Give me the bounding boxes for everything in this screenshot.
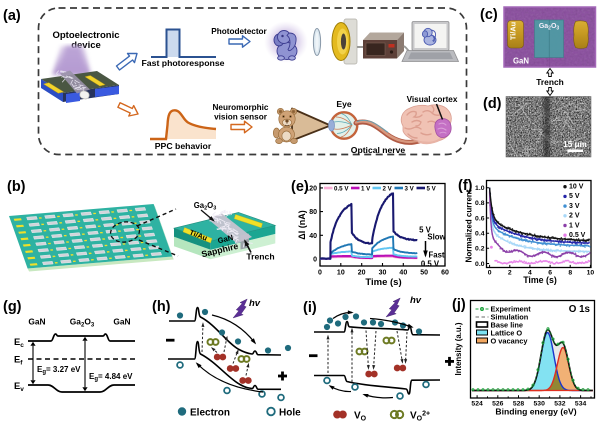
svg-text:(j): (j) (452, 297, 466, 313)
svg-text:0.0: 0.0 (475, 261, 485, 268)
svg-text:Neuromorphic: Neuromorphic (213, 103, 269, 112)
svg-text:Eye: Eye (336, 99, 352, 109)
svg-text:Eg= 4.84 eV: Eg= 4.84 eV (89, 372, 133, 383)
svg-text:Slow: Slow (427, 233, 446, 242)
svg-text:O vacancy: O vacancy (491, 337, 529, 346)
svg-text:526: 526 (492, 401, 504, 408)
svg-text:Ti/Au: Ti/Au (509, 21, 518, 40)
svg-text:530: 530 (534, 401, 546, 408)
svg-text:50: 50 (420, 270, 428, 277)
svg-text:Eg= 3.27 eV: Eg= 3.27 eV (37, 365, 81, 376)
svg-text:Intensity (a.u.): Intensity (a.u.) (454, 322, 463, 375)
svg-text:device: device (71, 40, 101, 51)
svg-text:3 V: 3 V (405, 185, 415, 192)
svg-text:0: 0 (488, 270, 492, 277)
svg-text:0: 0 (318, 270, 322, 277)
svg-text:GaN: GaN (513, 57, 529, 66)
svg-text:VO: VO (354, 411, 367, 423)
svg-text:2: 2 (508, 270, 512, 277)
svg-text:Ef: Ef (14, 354, 23, 367)
svg-text:Optical nerve: Optical nerve (351, 145, 406, 155)
svg-text:10: 10 (337, 270, 345, 277)
svg-text:0.8: 0.8 (475, 200, 485, 207)
svg-text:528: 528 (513, 401, 525, 408)
svg-text:Ev: Ev (14, 380, 24, 393)
svg-text:30: 30 (379, 270, 387, 277)
svg-text:10: 10 (587, 270, 595, 277)
svg-text:10 V: 10 V (569, 184, 584, 191)
svg-text:Ec: Ec (14, 336, 24, 349)
svg-text:(d): (d) (483, 96, 502, 112)
svg-text:Hole: Hole (279, 408, 301, 419)
svg-text:15 μm: 15 μm (563, 140, 587, 149)
svg-text:Trench: Trench (246, 252, 274, 262)
svg-text:Time (s): Time (s) (523, 275, 557, 285)
svg-text:1 V: 1 V (361, 185, 371, 192)
svg-text:40: 40 (399, 270, 407, 277)
svg-text:vision sensor: vision sensor (214, 113, 268, 122)
svg-text:ΔI (nA): ΔI (nA) (297, 210, 307, 239)
svg-text:80: 80 (309, 209, 317, 216)
svg-text:(e): (e) (291, 179, 309, 195)
svg-text:3 V: 3 V (569, 203, 580, 210)
svg-text:Base line: Base line (491, 321, 523, 330)
svg-text:Simulation: Simulation (491, 313, 529, 322)
svg-text:0.5 V: 0.5 V (569, 232, 586, 239)
svg-text:Photodetector: Photodetector (211, 27, 267, 36)
svg-text:0.6: 0.6 (475, 215, 485, 222)
svg-text:(h): (h) (152, 299, 171, 315)
svg-text:0: 0 (313, 257, 317, 264)
svg-text:(f): (f) (458, 178, 473, 194)
svg-text:Optoelectronic: Optoelectronic (52, 30, 119, 41)
svg-text:5 V: 5 V (569, 193, 580, 200)
svg-text:Ga2O3: Ga2O3 (539, 23, 560, 31)
svg-text:Experiment: Experiment (491, 305, 532, 314)
svg-text:O 1s: O 1s (569, 304, 591, 315)
svg-text:hv: hv (410, 295, 422, 306)
svg-text:5 V: 5 V (419, 226, 432, 235)
svg-text:0.5 V: 0.5 V (421, 260, 440, 269)
svg-text:120: 120 (305, 185, 317, 192)
svg-text:Ga2O3: Ga2O3 (194, 201, 217, 212)
svg-text:hv: hv (249, 298, 261, 309)
svg-text:524: 524 (471, 401, 483, 408)
svg-text:2 V: 2 V (569, 213, 580, 220)
svg-text:2 V: 2 V (383, 185, 393, 192)
svg-text:Normalized current: Normalized current (465, 189, 474, 262)
svg-text:8: 8 (568, 270, 572, 277)
svg-text:Trench: Trench (536, 77, 563, 87)
svg-text:1.0: 1.0 (475, 185, 485, 192)
svg-text:(c): (c) (480, 7, 498, 23)
svg-text:60: 60 (441, 270, 449, 277)
svg-text:0.2: 0.2 (475, 246, 485, 253)
svg-text:534: 534 (575, 401, 587, 408)
svg-text:GaN: GaN (113, 317, 130, 327)
svg-text:532: 532 (554, 401, 566, 408)
svg-text:1 V: 1 V (569, 222, 580, 229)
svg-text:20: 20 (358, 270, 366, 277)
svg-text:4: 4 (528, 270, 532, 277)
svg-text:GaN: GaN (217, 233, 234, 245)
svg-text:Binding energy (eV): Binding energy (eV) (495, 407, 576, 417)
svg-text:(g): (g) (3, 299, 22, 315)
svg-text:0.5 V: 0.5 V (334, 185, 349, 192)
svg-text:VO2+: VO2+ (410, 411, 430, 423)
svg-text:Fast photoresponse: Fast photoresponse (141, 58, 224, 68)
svg-text:5 V: 5 V (427, 185, 437, 192)
svg-text:PPC behavior: PPC behavior (155, 141, 212, 151)
svg-text:0.4: 0.4 (475, 230, 485, 237)
svg-text:Fast: Fast (428, 251, 444, 260)
svg-text:GaN: GaN (28, 317, 45, 327)
svg-text:40: 40 (309, 233, 317, 240)
svg-text:(a): (a) (3, 8, 21, 24)
svg-text:Ga2O3: Ga2O3 (70, 317, 95, 329)
svg-text:(b): (b) (7, 179, 26, 195)
svg-text:Time (s): Time (s) (365, 277, 401, 288)
svg-text:6: 6 (548, 270, 552, 277)
svg-text:Electron: Electron (190, 408, 230, 419)
svg-text:(i): (i) (303, 300, 317, 316)
svg-text:Visual cortex: Visual cortex (407, 95, 458, 104)
svg-text:Lattice O: Lattice O (491, 329, 523, 338)
